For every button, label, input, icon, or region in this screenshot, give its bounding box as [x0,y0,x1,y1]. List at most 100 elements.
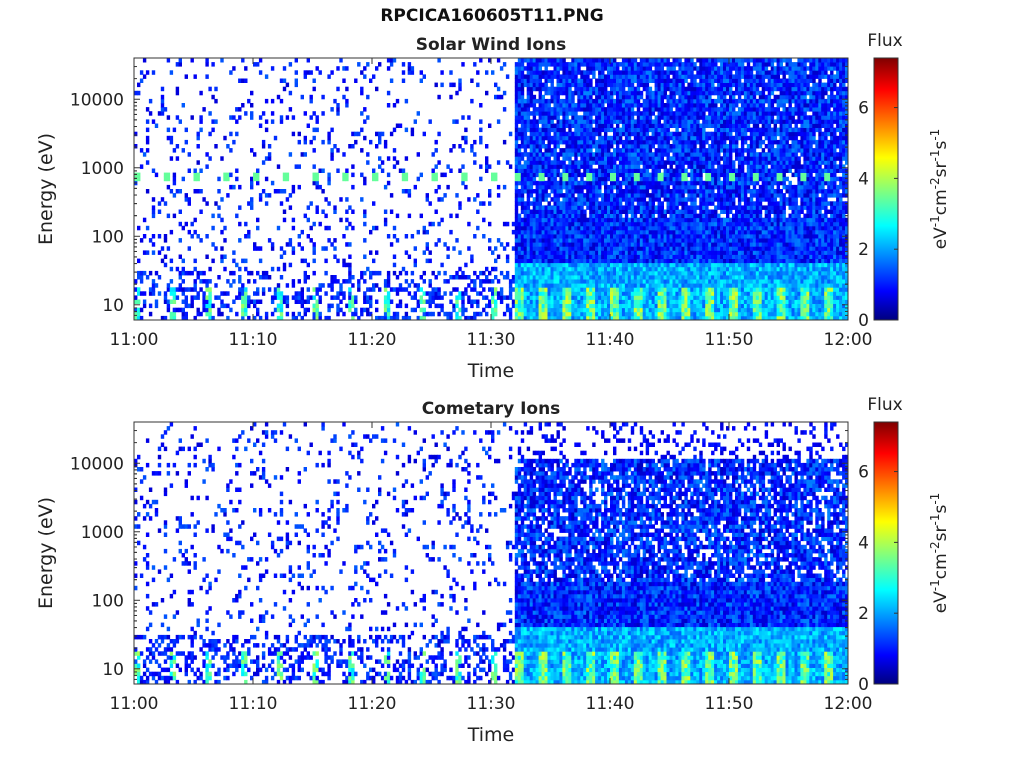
heat-cell [532,262,537,268]
heat-cell [333,279,337,284]
heat-cell [645,295,650,300]
heat-cell [627,229,632,235]
heat-cell [139,307,144,313]
heat-cell [651,201,655,206]
heat-cell [687,254,691,259]
heat-cell [604,189,608,194]
heat-cell [666,229,670,235]
heat-cell [568,262,572,268]
heat-cell [538,250,542,255]
heat-cell [514,172,519,178]
heat-cell [574,111,578,116]
heat-cell [669,315,673,321]
heat-cell [547,103,551,108]
heat-cell [306,299,310,304]
heat-cell [452,307,456,313]
heat-cell [577,295,581,300]
heat-cell [291,225,296,231]
heat-cell [526,270,531,276]
heat-cell [613,275,617,280]
heat-cell [294,78,298,83]
heat-cell [520,184,525,190]
heat-cell [681,287,685,292]
heat-cell [553,135,557,141]
heat-cell [535,213,539,219]
heat-cell [577,193,581,198]
heat-cell [559,131,563,137]
heat-cell [663,217,667,223]
heat-cell [532,148,537,153]
heat-cell [175,86,180,92]
heat-cell [389,78,394,83]
heat-cell [601,303,605,309]
heat-cell [178,307,182,313]
heat-cell [583,135,587,141]
heat-cell [562,119,566,124]
heat-cell [610,258,614,264]
heat-cell [675,62,679,67]
heat-cell [538,168,542,173]
heat-cell [291,283,296,288]
heat-cell [437,238,441,243]
heat-cell [172,295,177,300]
heat-cell [455,213,459,219]
heat-cell [589,242,593,247]
heat-cell [291,295,296,300]
heat-cell [547,217,551,223]
heat-cell [595,94,599,100]
heat-cell [586,250,590,255]
heat-cell [553,58,557,63]
heat-cell [535,82,539,88]
heat-cell [285,303,290,309]
heat-cell [556,246,560,251]
heat-cell [565,275,569,280]
heat-cell [407,254,412,259]
heatmap-cells [134,58,849,321]
heat-cell [589,299,593,304]
heat-cell [651,213,655,219]
heat-cell [678,307,682,313]
heat-cell [440,70,444,75]
heat-cell [526,156,531,161]
heat-cell [544,311,548,317]
heat-cell [181,307,185,313]
heat-cell [187,229,191,235]
heat-cell [645,221,650,227]
heat-cell [675,270,679,276]
heat-cell [627,254,632,259]
heat-cell [613,58,617,63]
heat-cell [654,189,658,194]
heat-cell [142,234,147,239]
heat-cell [580,213,584,219]
heat-cell [354,307,358,313]
heat-cell [193,229,197,235]
heat-cell [282,209,287,214]
heat-cell [404,270,409,276]
heat-cell [633,254,638,259]
heat-cell [559,193,563,198]
heat-cell [654,82,658,88]
heat-cell [565,229,569,235]
heat-cell [645,287,650,292]
heat-cell [256,217,260,223]
heat-cell [556,78,560,83]
heat-cell [583,229,587,235]
heat-cell [571,258,575,264]
heat-cell [550,180,554,186]
heat-cell [624,270,629,276]
heat-cell [199,209,203,214]
heat-cell [526,307,531,313]
heat-cell [639,172,644,178]
heat-cell [544,70,548,75]
heat-cell [666,246,670,251]
heat-cell [678,86,682,92]
heat-cell [577,123,581,128]
heat-cell [681,78,685,83]
heat-cell [624,176,629,182]
heat-cell [672,266,676,272]
heat-cell [633,62,638,67]
heat-cell [449,82,453,88]
heat-cell [684,197,688,202]
heat-cell [467,295,471,300]
heat-cell [550,172,554,178]
